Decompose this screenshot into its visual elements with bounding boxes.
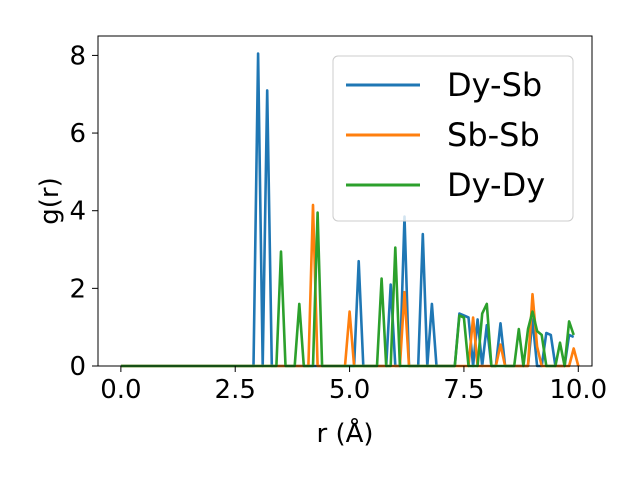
- y-tick-label: 0: [69, 352, 86, 382]
- x-tick-label: 10.0: [549, 375, 607, 405]
- x-tick-label: 7.5: [443, 375, 484, 405]
- legend: Dy-Sb Sb-Sb Dy-Dy: [332, 55, 574, 222]
- y-axis-label: g(r): [35, 177, 65, 224]
- legend-items: Dy-Sb Sb-Sb Dy-Dy: [346, 66, 545, 204]
- axes-frame: [97, 35, 593, 367]
- legend-box: [332, 55, 574, 222]
- x-tick-label: 2.5: [215, 375, 256, 405]
- x-axis-label: r (Å): [316, 417, 373, 449]
- x-tick-label: 5.0: [329, 375, 370, 405]
- y-tick-label: 4: [69, 197, 86, 227]
- x-ticks: 0.0 2.5 5.0 7.5 10.0: [100, 366, 607, 405]
- y-tick-label: 2: [69, 274, 86, 304]
- legend-label: Dy-Sb: [447, 66, 542, 104]
- y-ticks: 0 2 4 6 8: [69, 41, 98, 382]
- legend-label: Dy-Dy: [447, 166, 545, 204]
- x-tick-label: 0.0: [100, 375, 141, 405]
- series-line-sb-sb: [120, 203, 580, 368]
- y-tick-label: 8: [69, 41, 86, 71]
- legend-label: Sb-Sb: [447, 116, 540, 154]
- y-tick-label: 6: [69, 119, 86, 149]
